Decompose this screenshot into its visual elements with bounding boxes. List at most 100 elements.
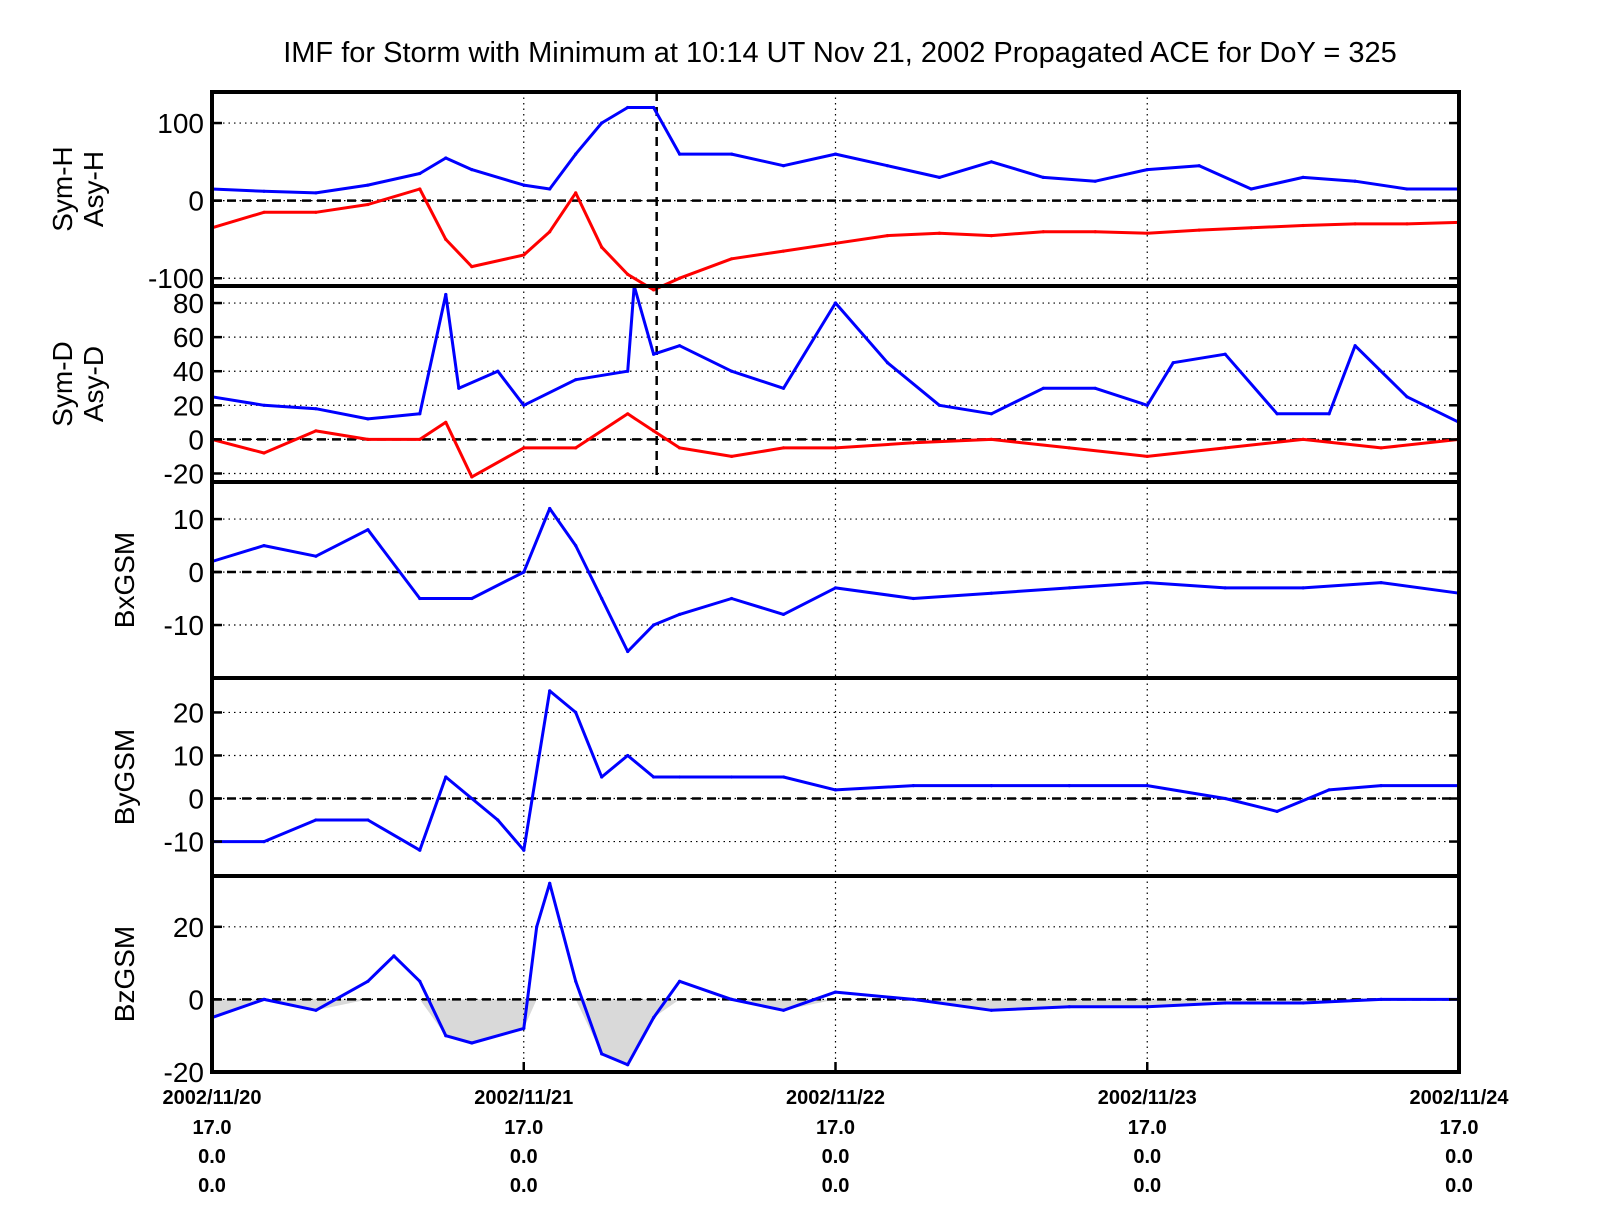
x-tick-sublabel: 17.0 — [1440, 1117, 1479, 1139]
data-point — [444, 292, 448, 297]
series-line-bzgsm — [211, 881, 1459, 1067]
data-point — [1171, 361, 1175, 365]
panel-1: 100 0 -100 Sym-H Asy-H — [47, 90, 1461, 294]
data-point — [730, 369, 734, 373]
data-point — [418, 412, 422, 416]
data-point — [548, 506, 552, 511]
data-point — [522, 183, 526, 187]
data-point — [730, 997, 734, 1002]
data-point — [678, 276, 682, 280]
data-point — [626, 272, 630, 276]
data-point — [1249, 187, 1253, 191]
data-point — [444, 420, 448, 424]
data-point — [1041, 230, 1045, 234]
data-point — [989, 437, 994, 441]
x-tick-date: 2002/11/21 — [474, 1087, 573, 1109]
x-tick-date: 2002/11/24 — [1410, 1087, 1510, 1109]
y-tick-label: 0 — [188, 984, 204, 1015]
y-axis-label: Sym-D — [47, 341, 78, 427]
data-point — [522, 446, 526, 450]
data-point — [781, 775, 786, 779]
data-point — [1145, 454, 1149, 458]
y-tick-label: -20 — [164, 458, 204, 489]
data-point — [730, 257, 734, 261]
x-tick-sublabel: 0.0 — [1445, 1175, 1473, 1197]
y-axis-label: BxGSM — [109, 532, 140, 628]
x-tick-sublabel: 17.0 — [504, 1117, 543, 1139]
series-line-sym-d — [211, 412, 1460, 479]
data-point — [989, 412, 994, 416]
y-tick-label: 80 — [173, 288, 204, 319]
data-point — [262, 997, 266, 1002]
data-point — [1145, 784, 1149, 788]
data-point — [1249, 226, 1253, 230]
data-point — [418, 437, 422, 441]
data-point — [989, 234, 994, 238]
data-point — [833, 990, 838, 994]
data-point — [989, 1008, 994, 1012]
data-point — [1197, 164, 1201, 168]
x-tick-sublabel: 0.0 — [510, 1175, 538, 1197]
data-point — [1301, 437, 1305, 441]
x-tick-sublabel: 0.0 — [510, 1146, 538, 1168]
y-tick-label: 0 — [188, 557, 204, 588]
data-point — [1275, 412, 1279, 416]
data-point — [262, 403, 266, 407]
data-point — [885, 234, 890, 238]
data-point — [600, 1052, 604, 1056]
data-point — [1301, 586, 1305, 590]
data-point — [418, 187, 422, 191]
data-point — [730, 152, 734, 156]
data-point — [470, 168, 474, 172]
data-point — [366, 979, 370, 983]
southward-bz-shading — [212, 999, 1459, 1065]
y-axis-label: Sym-H — [47, 146, 78, 232]
data-point — [652, 352, 656, 356]
data-point — [366, 417, 370, 421]
y-tick-label: 10 — [173, 740, 204, 771]
data-point — [652, 1016, 656, 1020]
y-tick-label: -100 — [148, 263, 204, 294]
data-point — [1301, 223, 1305, 228]
data-point — [1379, 784, 1383, 788]
data-point — [522, 848, 526, 852]
data-point — [1145, 403, 1149, 407]
x-tick-date: 2002/11/23 — [1098, 1087, 1197, 1109]
data-point — [366, 183, 370, 187]
x-tick-date: 2002/11/22 — [786, 1087, 885, 1109]
data-point — [470, 265, 474, 269]
data-point — [1067, 784, 1071, 788]
data-point — [1379, 446, 1383, 450]
data-point — [652, 105, 656, 110]
data-point — [418, 171, 422, 176]
data-point — [626, 369, 630, 373]
data-point — [1067, 586, 1071, 590]
data-point — [262, 544, 266, 548]
y-tick-label: 10 — [173, 504, 204, 535]
data-point — [911, 784, 916, 788]
data-point — [600, 775, 604, 779]
data-point — [314, 1008, 318, 1012]
data-point — [574, 446, 578, 450]
chart-title: IMF for Storm with Minimum at 10:14 UT N… — [283, 37, 1397, 69]
data-point — [314, 191, 318, 195]
data-point — [314, 818, 318, 822]
y-tick-label: 0 — [188, 424, 204, 455]
data-point — [262, 210, 266, 214]
data-point — [678, 979, 682, 983]
data-point — [574, 191, 578, 195]
data-point — [1145, 231, 1149, 235]
data-point — [366, 437, 370, 441]
data-point — [678, 344, 682, 348]
data-point — [626, 412, 630, 416]
data-point — [781, 249, 786, 253]
data-point — [989, 160, 994, 164]
data-point — [314, 210, 318, 214]
data-point — [444, 1034, 448, 1038]
data-point — [989, 784, 994, 788]
data-point — [678, 775, 682, 779]
data-point — [781, 446, 786, 450]
